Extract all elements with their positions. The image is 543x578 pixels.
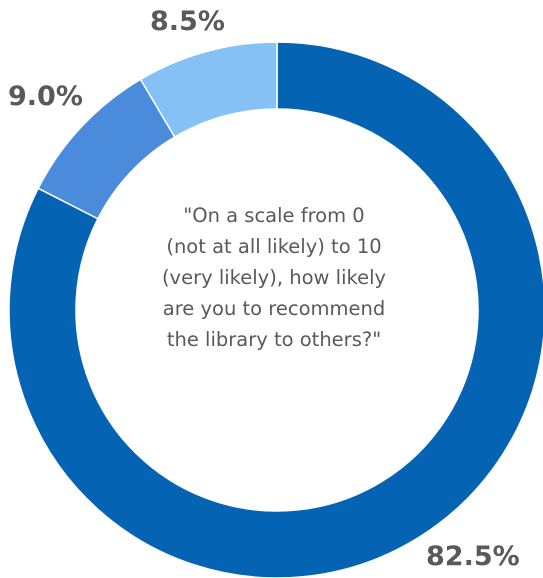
center-question-line-1: "On a scale from 0: [183, 204, 365, 227]
center-question-line-2: (not at all likely) to 10: [166, 235, 382, 258]
slice-8-5: [139, 41, 278, 139]
center-question-line-3: (very likely), how likely: [161, 266, 387, 289]
data-label-82-5: 82.5%: [426, 541, 520, 572]
slice-82-5: [8, 41, 543, 578]
center-question-line-5: the library to others?": [166, 328, 382, 351]
center-question-line-4: are you to recommend: [162, 297, 386, 320]
center-question-text: "On a scale from 0 (not at all likely) t…: [134, 200, 414, 355]
data-label-9-0: 9.0%: [8, 81, 83, 112]
data-label-8-5: 8.5%: [150, 6, 225, 37]
donut-slices: [8, 41, 543, 578]
